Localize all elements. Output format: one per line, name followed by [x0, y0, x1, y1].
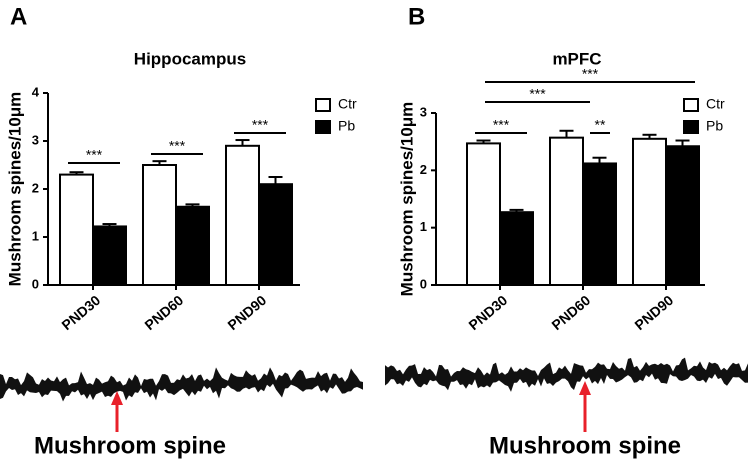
bar [142, 164, 177, 286]
chart-title: Hippocampus [134, 49, 246, 68]
significance-label: ** [595, 117, 606, 133]
x-tick-label: PND60 [141, 292, 186, 333]
bar [499, 211, 534, 286]
x-tick-label: PND60 [548, 292, 593, 333]
significance-label: *** [493, 117, 510, 133]
significance-label: *** [86, 147, 103, 163]
legend-label: Pb [338, 118, 355, 134]
y-tick-label: 1 [32, 228, 39, 243]
legend-label: Ctr [338, 96, 357, 112]
dendrite-image [0, 367, 363, 402]
x-tick-label: PND30 [58, 292, 103, 333]
chart-title: mPFC [552, 49, 601, 68]
significance-label: *** [529, 86, 546, 102]
x-tick-label: PND90 [224, 292, 269, 333]
y-tick-label: 1 [420, 219, 427, 234]
legend-swatch [683, 120, 699, 134]
y-tick-label: 4 [32, 84, 40, 99]
legend-label: Pb [706, 118, 723, 134]
y-tick-label: 2 [420, 162, 427, 177]
bar [466, 142, 501, 286]
y-tick-label: 0 [420, 276, 427, 291]
x-tick-label: PND90 [631, 292, 676, 333]
y-tick-label: 3 [32, 132, 39, 147]
bar [258, 183, 293, 286]
image-caption: Mushroom spine [34, 432, 226, 459]
legend-swatch [315, 98, 331, 112]
significance-label: *** [252, 117, 269, 133]
y-axis-label: Mushroom spines/10μm [5, 92, 24, 287]
image-caption: Mushroom spine [489, 432, 681, 459]
bar [549, 136, 584, 286]
legend-swatch [315, 120, 331, 134]
significance-label: *** [582, 66, 599, 82]
y-axis-label: Mushroom spines/10μm [397, 102, 416, 297]
bar [632, 137, 667, 286]
panel-label: A [10, 3, 27, 30]
x-tick-label: PND30 [465, 292, 510, 333]
y-tick-label: 2 [32, 180, 39, 195]
bar [175, 205, 210, 286]
arrow-head [111, 391, 123, 405]
legend-swatch [683, 98, 699, 112]
y-tick-label: 3 [420, 104, 427, 119]
dendrite-image [385, 357, 748, 392]
bar [92, 225, 127, 287]
significance-label: *** [169, 138, 186, 154]
bar [582, 162, 617, 287]
legend-label: Ctr [706, 96, 725, 112]
y-tick-label: 0 [32, 276, 39, 291]
panel-label: B [408, 3, 425, 30]
bar [225, 144, 260, 286]
arrow-head [579, 381, 591, 395]
bar [665, 145, 700, 286]
bar [59, 173, 94, 287]
